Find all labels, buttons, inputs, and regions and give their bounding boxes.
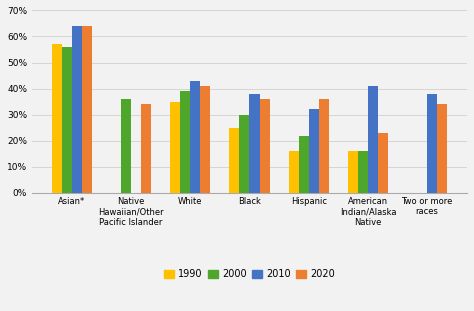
Bar bbox=[201, 86, 210, 193]
Bar bbox=[229, 128, 239, 193]
Bar bbox=[378, 133, 388, 193]
Bar bbox=[427, 94, 437, 193]
Bar bbox=[309, 109, 319, 193]
Bar bbox=[289, 151, 299, 193]
Bar bbox=[249, 94, 260, 193]
Bar bbox=[170, 102, 180, 193]
Bar bbox=[319, 99, 329, 193]
Bar bbox=[239, 115, 249, 193]
Bar bbox=[299, 136, 309, 193]
Bar bbox=[52, 44, 62, 193]
Bar bbox=[358, 151, 368, 193]
Bar bbox=[121, 99, 131, 193]
Bar bbox=[348, 151, 358, 193]
Bar bbox=[260, 99, 270, 193]
Bar bbox=[368, 86, 378, 193]
Bar bbox=[72, 26, 82, 193]
Legend: 1990, 2000, 2010, 2020: 1990, 2000, 2010, 2020 bbox=[160, 265, 338, 283]
Bar bbox=[62, 47, 72, 193]
Bar bbox=[141, 104, 151, 193]
Bar bbox=[190, 81, 201, 193]
Bar bbox=[82, 26, 92, 193]
Bar bbox=[180, 91, 190, 193]
Bar bbox=[437, 104, 447, 193]
